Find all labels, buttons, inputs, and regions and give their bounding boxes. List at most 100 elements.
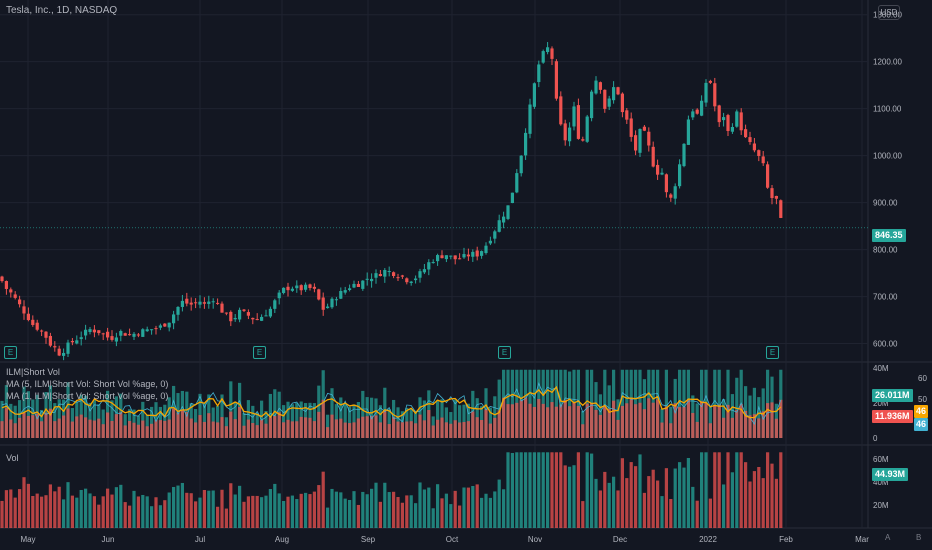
volume-bar [383, 482, 387, 528]
volume-bar [550, 452, 554, 528]
short-vol-tick-label: 20M [873, 399, 889, 408]
volume-bar [123, 502, 127, 528]
candle-body [53, 346, 57, 348]
volume-bar [286, 496, 290, 528]
candle-body [312, 286, 316, 289]
candle-body [220, 303, 224, 313]
short-vol-total-bar [110, 400, 114, 438]
short-vol-bar [730, 417, 734, 438]
auto-scale-button[interactable]: A [885, 533, 891, 542]
short-vol-bar [695, 421, 699, 438]
candle-body [585, 116, 589, 142]
volume-bar [691, 486, 695, 528]
candle-body [31, 319, 35, 325]
short-vol-bar [638, 402, 642, 438]
candle-body [554, 61, 558, 99]
candle-body [326, 306, 330, 309]
candle-body [198, 301, 202, 305]
candle-body [343, 290, 347, 293]
short-vol-bar [576, 405, 580, 438]
short-vol-bar [532, 406, 536, 438]
short-vol-bar [726, 404, 730, 438]
short-vol-title: ILM|Short Vol [6, 367, 60, 377]
short-vol-bar [4, 408, 8, 438]
candle-body [295, 285, 299, 289]
candle-body [9, 289, 13, 293]
candle-body [370, 278, 374, 282]
candle-body [132, 333, 136, 337]
short-vol-bar [255, 425, 259, 438]
candle-body [189, 302, 193, 305]
candle-body [581, 139, 585, 141]
volume-bar [392, 491, 396, 528]
short-vol-total-bar [616, 399, 620, 438]
candle-body [194, 302, 198, 304]
price-tick-label: 1200.00 [873, 58, 902, 67]
candle-body [62, 352, 66, 356]
volume-bar [348, 499, 352, 528]
volume-bar [273, 483, 277, 528]
candle-body [563, 123, 567, 141]
short-vol-total-bar [53, 403, 57, 438]
candle-body [414, 278, 418, 281]
volume-bar [519, 452, 523, 528]
short-vol-total-bar [713, 369, 717, 438]
short-vol-bar [572, 402, 576, 438]
short-vol-total-bar [273, 389, 277, 438]
short-vol-bar [453, 420, 457, 438]
short-vol-bar [330, 414, 334, 438]
volume-bar [537, 452, 541, 528]
time-tick-label: Dec [613, 535, 627, 544]
log-scale-button[interactable]: B [916, 533, 922, 542]
volume-bar [13, 497, 17, 528]
short-vol-total-bar [290, 404, 294, 438]
short-vol-bar [290, 421, 294, 438]
short-vol-bar [739, 403, 743, 438]
candle-body [730, 127, 734, 132]
candle-body [471, 251, 475, 257]
short-vol-bar [752, 414, 756, 438]
candle-body [356, 283, 360, 287]
candle-body [488, 240, 492, 244]
volume-bar [757, 466, 761, 528]
earnings-marker-3[interactable]: E [498, 346, 511, 359]
candle-body [268, 308, 272, 317]
volume-bar [739, 452, 743, 528]
candle-body [524, 132, 528, 156]
candle-body [713, 83, 717, 107]
short-vol-bar [414, 423, 418, 438]
candle-body [180, 300, 184, 307]
short-vol-bar [594, 409, 598, 438]
volume-bar [396, 497, 400, 528]
earnings-marker-2[interactable]: E [253, 346, 266, 359]
volume-bar [607, 482, 611, 528]
currency-button[interactable]: USD [878, 5, 900, 20]
short-vol-bar [656, 399, 660, 438]
volume-bar [493, 491, 497, 528]
volume-bar [277, 493, 281, 528]
short-vol-bar [242, 425, 246, 438]
earnings-marker-4[interactable]: E [766, 346, 779, 359]
candle-body [656, 164, 660, 175]
candle-body [330, 298, 334, 308]
candle-body [594, 80, 598, 94]
volume-bar [713, 452, 717, 528]
volume-bar [185, 492, 189, 528]
volume-bar [585, 452, 589, 528]
short-vol-bar [211, 421, 215, 438]
volume-bar [682, 467, 686, 528]
volume-bar [150, 506, 154, 528]
candle-body [686, 119, 690, 145]
candle-body [35, 322, 39, 330]
price-tick-label: 600.00 [873, 340, 898, 349]
volume-bar [431, 508, 435, 528]
candle-body [515, 173, 519, 193]
short-vol-total-bar [348, 406, 352, 438]
earnings-marker-1[interactable]: E [4, 346, 17, 359]
short-vol-bar [524, 397, 528, 438]
volume-bar [475, 484, 479, 528]
candle-body [546, 47, 550, 53]
short-vol-total-bar [13, 405, 17, 438]
short-vol-bar [229, 411, 233, 438]
volume-bar [31, 495, 35, 528]
